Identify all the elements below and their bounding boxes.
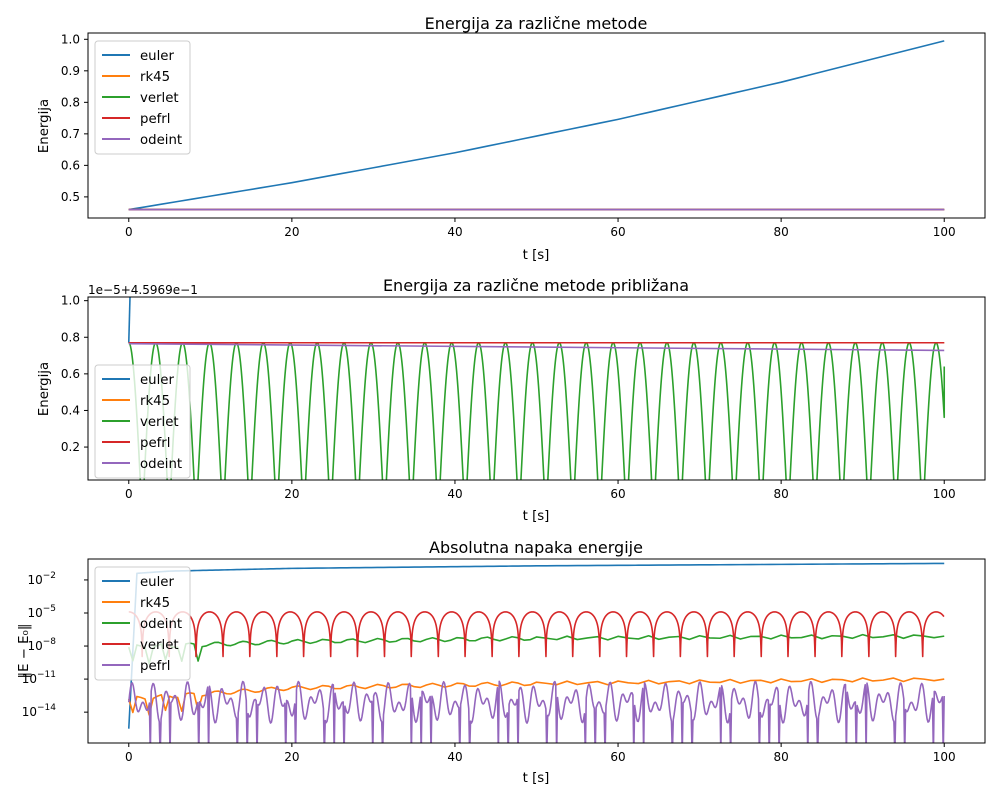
energy-error-plot-series-verlet xyxy=(128,611,945,658)
energy-error-plot-frame xyxy=(87,558,986,744)
energy-error-plot-ytick-label: 10−14 xyxy=(22,703,57,719)
energy-zoom-plot-legend-label-pefrl: pefrl xyxy=(140,436,170,451)
energy-zoom-plot-ticks: 0 20 40 60 80 100 0.2 0.4 0.6 0.8 1.0 xyxy=(61,294,956,501)
energy-error-plot-lines xyxy=(127,562,945,743)
energy-error-plot-legend-label-odeint: odeint xyxy=(140,617,182,632)
energy-plot-ytick-label: 0.9 xyxy=(61,64,80,78)
energy-zoom-plot-xtick-label: 20 xyxy=(284,487,299,501)
energy-zoom-plot-ytick-label: 0.8 xyxy=(61,330,80,344)
energy-plot-xtick-label: 20 xyxy=(284,225,299,239)
energy-error-plot-series-euler xyxy=(127,562,945,729)
energy-zoom-plot-xtick-label: 60 xyxy=(610,487,625,501)
energy-error-plot-legend-label-rk45: rk45 xyxy=(140,596,170,611)
energy-plot-ytick-label: 0.6 xyxy=(61,158,80,172)
energy-zoom-plot-legend-box xyxy=(94,364,191,479)
energy-error-plot-legend-label-pefrl: pefrl xyxy=(140,659,170,674)
energy-zoom-plot-ytick-label: 0.6 xyxy=(61,367,80,381)
energy-zoom-plot-legend: euler rk45 verlet pefrl odeint xyxy=(94,364,191,479)
energy-plot-xtick-label: 40 xyxy=(447,225,462,239)
energy-error-plot: Absolutna napaka energije 0 20 40 60 80 100 10… xyxy=(17,538,986,786)
energy-plot-legend: euler rk45 verlet pefrl odeint xyxy=(94,40,191,155)
energy-error-plot-xtick-label: 40 xyxy=(447,750,462,764)
energy-zoom-plot-offset: 1e−5+4.5969e−1 xyxy=(88,283,198,297)
energy-error-plot-legend-label-euler: euler xyxy=(140,575,174,590)
energy-zoom-plot-ytick-label: 0.2 xyxy=(61,440,80,454)
energy-zoom-plot: Energija za različne metode približana 1… xyxy=(37,276,986,524)
energy-plot-ytick-label: 0.7 xyxy=(61,127,80,141)
energy-error-plot-xtick-label: 60 xyxy=(610,750,625,764)
energy-zoom-plot-xtick-label: 100 xyxy=(933,487,956,501)
energy-plot-ylabel: Energija xyxy=(37,99,52,153)
energy-plot-ytick-label: 0.5 xyxy=(61,190,80,204)
energy-plot-xtick-label: 0 xyxy=(125,225,133,239)
energy-zoom-plot-xtick-label: 40 xyxy=(447,487,462,501)
energy-error-plot-xtick-label: 80 xyxy=(773,750,788,764)
energy-zoom-plot-legend-label-verlet: verlet xyxy=(140,415,179,430)
energy-error-plot-legend: euler rk45 odeint verlet pefrl xyxy=(94,566,191,681)
energy-plot-frame xyxy=(87,32,986,219)
energy-zoom-plot-ytick-label: 0.4 xyxy=(61,403,80,417)
energy-zoom-plot-ylabel: Energija xyxy=(37,362,52,416)
energy-plot-xtick-label: 60 xyxy=(610,225,625,239)
energy-zoom-plot-legend-label-odeint: odeint xyxy=(140,457,182,472)
energy-zoom-plot-xtick-label: 0 xyxy=(125,487,133,501)
energy-plot-lines xyxy=(128,40,945,211)
energy-error-plot-legend-box xyxy=(94,566,191,681)
energy-plot-ytick-label: 0.8 xyxy=(61,95,80,109)
energy-plot-legend-label-verlet: verlet xyxy=(140,91,179,106)
energy-zoom-plot-legend-label-euler: euler xyxy=(140,373,174,388)
energy-error-plot-legend-label-verlet: verlet xyxy=(140,638,179,653)
energy-zoom-plot-series-euler xyxy=(127,297,131,343)
energy-error-plot-xtick-label: 20 xyxy=(284,750,299,764)
energy-error-plot-ytick-label: 10−5 xyxy=(27,604,56,620)
energy-error-plot-series-odeint xyxy=(128,633,945,665)
energy-plot-xlabel: t [s] xyxy=(523,248,550,263)
energy-plot-ytick-label: 1.0 xyxy=(61,32,80,46)
energy-error-plot-xtick-label: 100 xyxy=(933,750,956,764)
energy-error-plot-series-pefrl xyxy=(127,680,945,743)
energy-error-plot-xtick-label: 0 xyxy=(125,750,133,764)
energy-error-plot-title: Absolutna napaka energije xyxy=(429,538,643,557)
energy-error-plot-ytick-label: 10−2 xyxy=(27,571,56,587)
energy-zoom-plot-frame xyxy=(87,296,986,481)
energy-zoom-plot-series-verlet xyxy=(128,341,946,480)
energy-zoom-plot-legend-label-rk45: rk45 xyxy=(140,394,170,409)
energy-error-plot-xlabel: t [s] xyxy=(523,771,550,786)
energy-plot-legend-label-odeint: odeint xyxy=(140,133,182,148)
energy-plot-xtick-label: 80 xyxy=(773,225,788,239)
energy-zoom-plot-series-odeint xyxy=(128,342,945,352)
energy-plot-legend-label-euler: euler xyxy=(140,49,174,64)
energy-plot-ticks: 0 20 40 60 80 100 0.5 0.6 0.7 0.8 0.9 1.0 xyxy=(61,32,956,239)
energy-plot-series-euler xyxy=(128,40,945,211)
energy-plot-title: Energija za različne metode xyxy=(425,14,648,33)
energy-zoom-plot-title: Energija za različne metode približana xyxy=(383,276,689,295)
energy-zoom-plot-ytick-label: 1.0 xyxy=(61,294,80,308)
energy-zoom-plot-xlabel: t [s] xyxy=(523,509,550,524)
energy-zoom-plot-xtick-label: 80 xyxy=(773,487,788,501)
energy-plot-legend-label-pefrl: pefrl xyxy=(140,112,170,127)
energy-plot: Energija za različne metode 0 20 40 60 80 100… xyxy=(37,14,986,263)
energy-plot-legend-label-rk45: rk45 xyxy=(140,70,170,85)
energy-plot-xtick-label: 100 xyxy=(933,225,956,239)
energy-zoom-plot-lines xyxy=(127,297,946,480)
energy-plot-legend-box xyxy=(94,40,191,155)
energy-error-plot-ylabel: ‖E − E₀‖ xyxy=(17,623,32,678)
